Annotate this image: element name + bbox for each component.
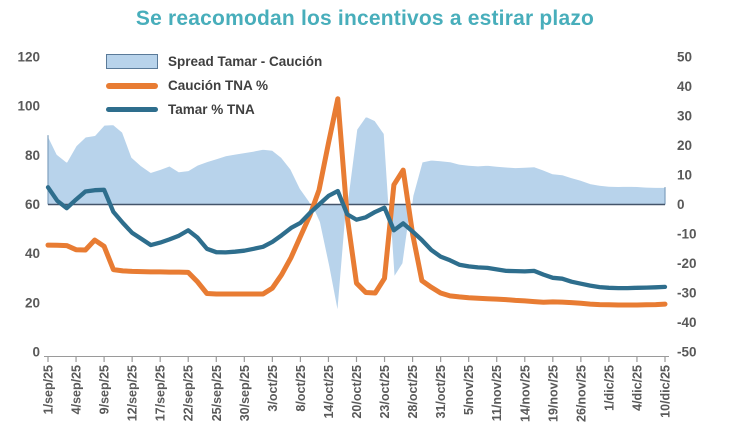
x-axis-tick-label: 25/sep/25	[210, 365, 224, 421]
spread-area-shape	[48, 116, 665, 316]
x-axis-tick-label: 30/sep/25	[238, 365, 252, 421]
spread-area-outline	[47, 115, 665, 316]
x-axis-tick-label: 3/oct/25	[266, 365, 280, 412]
caucion-line-path	[45, 96, 668, 308]
right-axis-tick-label: 10	[677, 168, 692, 183]
right-axis-tick-label: 20	[677, 138, 692, 153]
right-axis-tick-label: -10	[677, 227, 697, 242]
right-axis-tick-label: 40	[677, 79, 692, 94]
x-axis-tick-label: 26/nov/25	[574, 365, 588, 422]
left-axis-tick-label: 120	[17, 50, 40, 65]
legend-item-tamar: Tamar % TNA	[106, 101, 322, 118]
x-axis-tick-label: 5/nov/25	[462, 365, 476, 415]
right-axis-tick-label: -20	[677, 256, 697, 271]
x-axis-tick-label: 11/nov/25	[490, 365, 504, 421]
tamar-line-path	[45, 185, 668, 291]
x-axis-tick-label: 1/dic/25	[602, 365, 616, 411]
caucion-line-swatch-icon	[106, 82, 158, 89]
x-axis-tick-label: 23/oct/25	[378, 365, 392, 419]
x-axis-tick-label: 9/sep/25	[98, 365, 112, 414]
spread-area-swatch-icon	[106, 54, 158, 69]
x-axis-tick-label: 1/sep/25	[42, 365, 56, 414]
x-axis-tick-label: 4/sep/25	[70, 365, 84, 414]
legend-label-spread: Spread Tamar - Caución	[168, 54, 323, 69]
legend-item-caucion: Caución TNA %	[106, 77, 322, 94]
legend-item-spread: Spread Tamar - Caución	[106, 53, 322, 70]
x-axis-tick-label: 19/nov/25	[546, 365, 560, 422]
x-axis-tick-label: 28/oct/25	[406, 365, 420, 419]
legend-label-caucion: Caución TNA %	[168, 78, 269, 93]
left-axis-tick-label: 80	[25, 148, 40, 163]
legend-label-tamar: Tamar % TNA	[168, 102, 255, 117]
x-axis-tick-label: 17/sep/25	[154, 365, 168, 421]
left-axis-tick-label: 20	[25, 295, 40, 310]
right-axis-tick-label: 50	[677, 50, 692, 65]
x-axis-tick-label: 4/dic/25	[631, 365, 645, 411]
legend: Spread Tamar - Caución Caución TNA % Tam…	[106, 53, 322, 118]
x-axis-tick-label: 8/oct/25	[294, 365, 308, 412]
x-axis-tick-label: 10/dic/25	[659, 365, 673, 418]
right-axis-tick-label: 30	[677, 109, 692, 124]
chart-title: Se reacomodan los incentivos a estirar p…	[135, 7, 595, 30]
x-axis-tick-label: 14/nov/25	[518, 365, 532, 422]
x-axis-tick-label: 12/sep/25	[126, 365, 140, 421]
x-axis-tick-label: 31/oct/25	[434, 365, 448, 419]
x-axis-tick-label: 14/oct/25	[322, 365, 336, 419]
left-axis-tick-label: 100	[17, 99, 40, 114]
right-axis-tick-label: -40	[677, 315, 697, 330]
tamar-line-swatch-icon	[106, 107, 158, 112]
x-axis-tick-label: 22/sep/25	[182, 365, 196, 421]
left-axis-tick-label: 0	[32, 345, 40, 360]
x-axis-tick-label: 20/oct/25	[350, 365, 364, 419]
right-axis-tick-label: -30	[677, 286, 697, 301]
right-axis-tick-label: -50	[677, 345, 697, 360]
left-axis-tick-label: 40	[25, 246, 40, 261]
left-axis-tick-label: 60	[25, 197, 40, 212]
right-axis-tick-label: 0	[677, 197, 685, 212]
